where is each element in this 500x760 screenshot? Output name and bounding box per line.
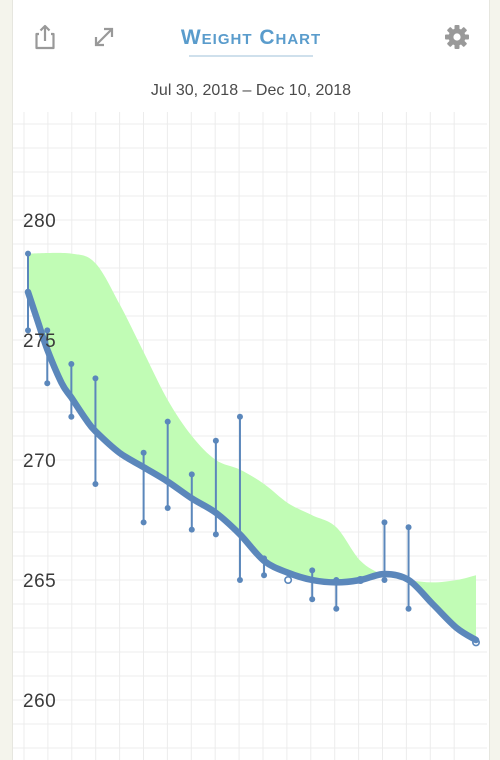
daily-low-point [405, 605, 412, 612]
daily-high-point [164, 418, 171, 425]
share-button[interactable] [30, 22, 60, 52]
y-tick-label: 280 [23, 211, 56, 232]
daily-low-point [68, 413, 75, 420]
chart-grid [13, 112, 487, 760]
daily-low-point [381, 577, 388, 583]
daily-high-point [236, 413, 243, 420]
share-icon [35, 24, 55, 50]
daily-high-point [25, 250, 31, 257]
daily-low-point [236, 577, 243, 583]
band-layer [28, 252, 476, 640]
daily-low-point [309, 596, 316, 603]
daily-high-point [188, 471, 195, 478]
daily-high-point [140, 449, 147, 456]
daily-low-point [261, 572, 268, 579]
daily-low-point [333, 605, 340, 612]
date-range: Jul 30, 2018 – Dec 10, 2018 [150, 82, 352, 99]
trend-line [24, 288, 480, 644]
trend-layer [24, 288, 480, 644]
settings-button[interactable] [442, 22, 472, 52]
chart-header: Weight Chart Jul 30, 2018 – Dec 10, 2018 [13, 0, 489, 110]
chart-title: Weight Chart [180, 26, 322, 49]
daily-high-point [212, 437, 219, 444]
y-tick-label: 270 [23, 451, 56, 472]
daily-low-point [212, 531, 219, 538]
y-tick-label: 260 [23, 691, 56, 712]
y-tick-label: 275 [23, 331, 56, 352]
daily-low-point [44, 380, 51, 387]
daily-high-point [92, 375, 99, 382]
daily-low-point [140, 519, 147, 526]
title-underline [189, 55, 313, 57]
daily-high-point [381, 519, 388, 526]
band-area [28, 252, 476, 640]
daily-high-point [44, 327, 51, 334]
daily-point [284, 575, 293, 584]
daily-low-point [25, 327, 31, 334]
gear-icon [445, 25, 469, 49]
daily-high-point [68, 361, 75, 367]
expand-button[interactable] [89, 22, 119, 52]
daily-high-point [309, 567, 316, 574]
y-tick-label: 265 [23, 571, 56, 592]
daily-low-point [164, 505, 171, 511]
y-axis-labels: 260 265 270 275 280 [23, 211, 56, 712]
daily-high-point [405, 524, 412, 531]
daily-low-point [188, 526, 195, 533]
daily-low-point [92, 481, 99, 487]
expand-icon [94, 27, 114, 47]
